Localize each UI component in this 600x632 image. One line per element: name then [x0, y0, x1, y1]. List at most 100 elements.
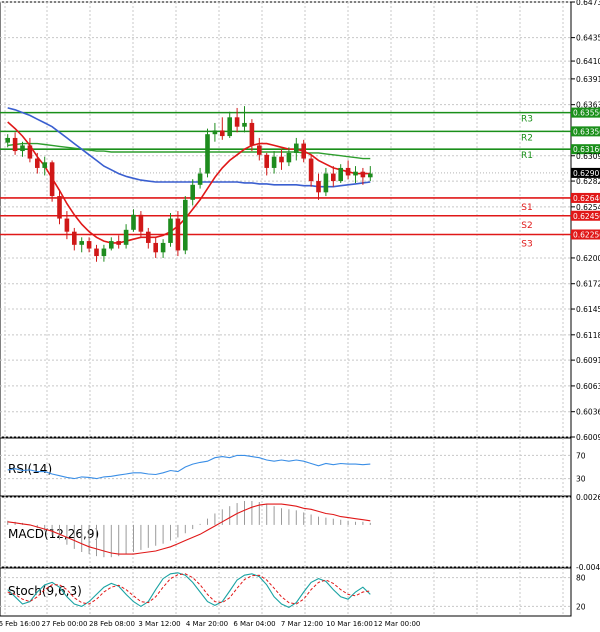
- candle-down: [345, 167, 351, 176]
- candle-down: [35, 158, 40, 168]
- level-price-label: 0.62450: [573, 212, 600, 221]
- rsi-label: RSI(14): [8, 462, 52, 476]
- panel-frame-3: [0, 567, 572, 617]
- rsi-tick-label: 30: [576, 475, 586, 484]
- stoch-d-line: [7, 573, 371, 605]
- panel-frame-1: [0, 437, 572, 497]
- candle-down: [331, 173, 336, 182]
- y-tick-label: 0.60635: [576, 382, 600, 391]
- candle-up: [353, 171, 358, 176]
- macd-signal-line: [7, 503, 371, 555]
- candle-up: [168, 218, 173, 243]
- rsi-tick-label: 70: [576, 451, 586, 460]
- level-price-tag: [571, 126, 600, 137]
- candle-down: [234, 117, 240, 127]
- candle-up: [286, 152, 292, 163]
- y-tick-label: 0.61455: [576, 305, 600, 314]
- x-tick-label: 3 Mar 12:00: [138, 620, 180, 628]
- candle-up: [197, 173, 203, 185]
- candle-down: [64, 218, 70, 232]
- rsi-line: [7, 454, 371, 480]
- macd-tick-label: 0.00268: [576, 493, 600, 502]
- candle-down: [146, 231, 151, 243]
- level-price-tag: [571, 144, 600, 155]
- candle-down: [175, 218, 181, 251]
- candle-up: [338, 167, 343, 182]
- candle-down: [249, 122, 255, 146]
- candle-down: [27, 145, 33, 159]
- candle-down: [138, 214, 144, 232]
- level-price-label: 0.63160: [573, 145, 600, 154]
- x-tick-label: 26 Feb 16:00: [0, 620, 40, 628]
- candle-up: [271, 156, 277, 168]
- candle-down: [279, 156, 284, 163]
- x-tick-label: 7 Mar 12:00: [281, 620, 323, 628]
- stoch-tick-label: 80: [576, 574, 586, 583]
- candle-down: [316, 181, 321, 193]
- macd-label: MACD(12,26,9): [8, 527, 99, 541]
- chart-marks: R3 0.63550 R2 0.63350 R1 0.63160 S1 0.62640 S2 0.…: [0, 106, 600, 609]
- candle-up: [160, 242, 166, 253]
- level-name-r3: R3: [521, 115, 533, 125]
- candle-up: [242, 122, 247, 127]
- candle-up: [5, 137, 10, 143]
- current-price-tag: [571, 167, 600, 178]
- level-price-tag: [571, 192, 600, 203]
- indicator-labels: RSI(14) MACD(12,26,9) Stoch(9,6,3): [8, 462, 99, 598]
- x-tick-label: 12 Mar 00:00: [374, 620, 421, 628]
- x-tick-label: 27 Feb 00:00: [42, 620, 88, 628]
- candle-up: [101, 248, 107, 257]
- candle-up: [294, 143, 299, 153]
- level-price-label: 0.63550: [573, 109, 600, 118]
- y-tick-label: 0.60090: [576, 433, 600, 442]
- candle-down: [116, 241, 121, 245]
- candle-up: [109, 241, 114, 249]
- candle-down: [153, 242, 158, 253]
- y-tick-label: 0.62545: [576, 203, 600, 212]
- ma-blue-line: [7, 107, 371, 188]
- candle-down: [49, 162, 55, 197]
- level-price-tag: [571, 107, 600, 118]
- candle-up: [205, 134, 210, 174]
- candle-up: [190, 184, 195, 200]
- stoch-k-line: [7, 572, 371, 609]
- level-price-label: 0.62640: [573, 194, 600, 203]
- level-name-s3: S3: [521, 240, 532, 250]
- candle-down: [220, 130, 225, 137]
- candle-down: [308, 158, 314, 182]
- level-name-r2: R2: [521, 133, 533, 143]
- candle-down: [12, 137, 18, 152]
- level-price-label: 0.63350: [573, 127, 600, 136]
- candle-up: [131, 214, 136, 230]
- candle-up: [323, 173, 329, 193]
- grid: [0, 1, 572, 617]
- x-tick-label: 4 Mar 20:00: [186, 620, 228, 628]
- stoch-tick-label: 20: [576, 602, 586, 611]
- candle-down: [94, 248, 99, 257]
- candle-down: [72, 231, 77, 245]
- candle-up: [183, 199, 188, 251]
- y-tick-label: 0.61725: [576, 280, 600, 289]
- level-name-s2: S2: [521, 221, 532, 231]
- current-price-label: 0.62907: [573, 169, 600, 178]
- ma-red-line: [7, 121, 371, 244]
- x-tick-label: 28 Feb 08:00: [89, 620, 135, 628]
- candle-down: [86, 241, 92, 249]
- candle-down: [257, 145, 262, 155]
- stoch-label: Stoch(9,6,3): [8, 584, 82, 598]
- x-tick-label: 6 Mar 04:00: [233, 620, 275, 628]
- ma-green-line: [7, 142, 371, 160]
- candle-down: [301, 143, 306, 159]
- candle-down: [264, 154, 269, 168]
- level-name-r1: R1: [521, 151, 533, 161]
